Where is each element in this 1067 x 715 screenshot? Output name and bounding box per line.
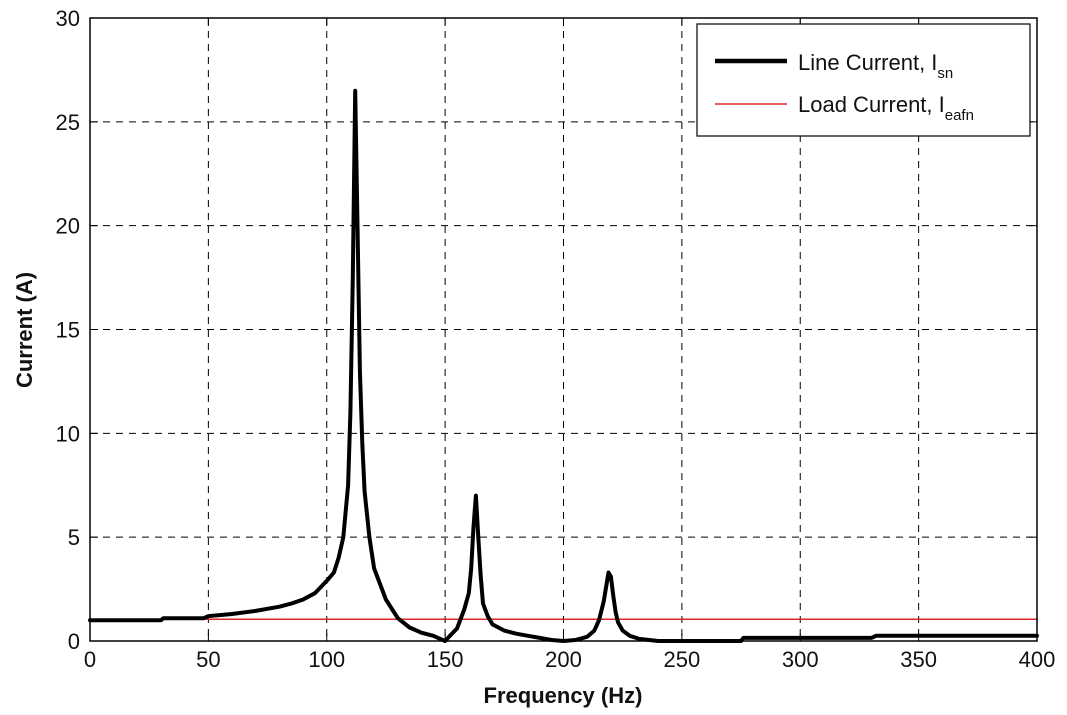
- legend: Line Current, Isn Load Current, Ieafn: [696, 23, 1031, 137]
- x-axis-label: Frequency (Hz): [484, 683, 643, 708]
- y-tick-label: 10: [56, 421, 80, 446]
- x-tick-label: 350: [900, 647, 937, 672]
- series-layer: [88, 88, 1039, 643]
- x-tick-label: 150: [427, 647, 464, 672]
- y-tick-label: 5: [68, 525, 80, 550]
- y-tick-label: 20: [56, 214, 80, 239]
- x-tick-label: 50: [196, 647, 220, 672]
- tick-labels: 0 50 100 150 200 250 300 350 400 0 5 10 15 20 25 30: [56, 6, 1056, 672]
- legend-box: [696, 23, 1031, 137]
- y-axis-label: Current (A): [12, 272, 37, 388]
- x-tick-label: 300: [782, 647, 819, 672]
- y-tick-label: 30: [56, 6, 80, 31]
- legend-line-current-label: Line Current, Isn: [798, 50, 953, 82]
- x-tick-label: 400: [1019, 647, 1056, 672]
- y-tick-label: 0: [68, 629, 80, 654]
- x-tick-label: 250: [664, 647, 701, 672]
- x-tick-label: 200: [545, 647, 582, 672]
- grid: [90, 18, 1037, 641]
- line-current-series: [88, 88, 1039, 643]
- x-tick-label: 0: [84, 647, 96, 672]
- legend-load-current-label: Load Current, Ieafn: [798, 92, 974, 124]
- y-tick-label: 25: [56, 110, 80, 135]
- ticks: [89, 17, 1038, 642]
- y-tick-label: 15: [56, 318, 80, 343]
- x-tick-label: 100: [308, 647, 345, 672]
